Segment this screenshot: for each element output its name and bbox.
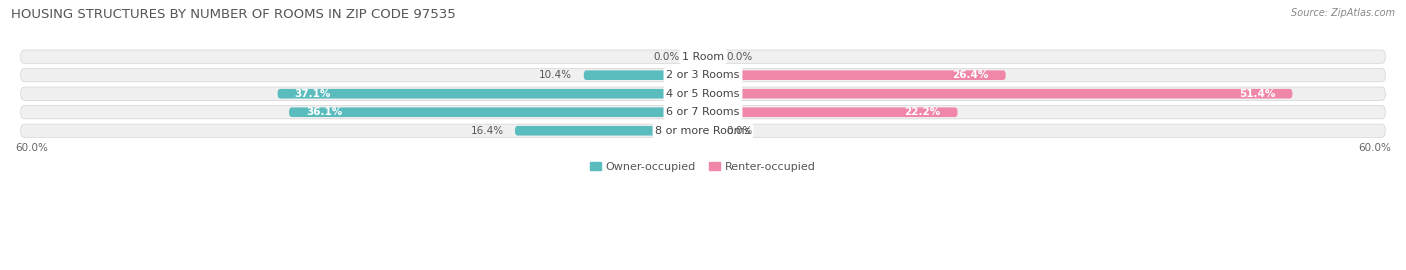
FancyBboxPatch shape [290, 107, 703, 117]
Text: 60.0%: 60.0% [15, 143, 48, 153]
FancyBboxPatch shape [703, 89, 1292, 99]
Text: HOUSING STRUCTURES BY NUMBER OF ROOMS IN ZIP CODE 97535: HOUSING STRUCTURES BY NUMBER OF ROOMS IN… [11, 8, 456, 21]
Text: 10.4%: 10.4% [540, 70, 572, 80]
FancyBboxPatch shape [21, 106, 1385, 119]
FancyBboxPatch shape [21, 87, 1385, 100]
Text: 36.1%: 36.1% [307, 107, 343, 117]
Text: 8 or more Rooms: 8 or more Rooms [655, 126, 751, 136]
Text: 22.2%: 22.2% [904, 107, 941, 117]
Text: 51.4%: 51.4% [1239, 89, 1275, 99]
Text: 60.0%: 60.0% [1358, 143, 1391, 153]
Text: 6 or 7 Rooms: 6 or 7 Rooms [666, 107, 740, 117]
FancyBboxPatch shape [703, 107, 957, 117]
FancyBboxPatch shape [21, 124, 1385, 137]
Text: 0.0%: 0.0% [654, 52, 681, 62]
Text: 16.4%: 16.4% [471, 126, 503, 136]
FancyBboxPatch shape [703, 70, 1005, 80]
Text: 4 or 5 Rooms: 4 or 5 Rooms [666, 89, 740, 99]
Text: 2 or 3 Rooms: 2 or 3 Rooms [666, 70, 740, 80]
Text: 1 Room: 1 Room [682, 52, 724, 62]
Text: 26.4%: 26.4% [952, 70, 988, 80]
Text: 0.0%: 0.0% [725, 126, 752, 136]
Legend: Owner-occupied, Renter-occupied: Owner-occupied, Renter-occupied [586, 157, 820, 176]
FancyBboxPatch shape [21, 50, 1385, 63]
Text: 37.1%: 37.1% [295, 89, 332, 99]
FancyBboxPatch shape [515, 126, 703, 136]
Text: Source: ZipAtlas.com: Source: ZipAtlas.com [1291, 8, 1395, 18]
FancyBboxPatch shape [21, 69, 1385, 82]
Text: 0.0%: 0.0% [725, 52, 752, 62]
FancyBboxPatch shape [583, 70, 703, 80]
FancyBboxPatch shape [277, 89, 703, 99]
